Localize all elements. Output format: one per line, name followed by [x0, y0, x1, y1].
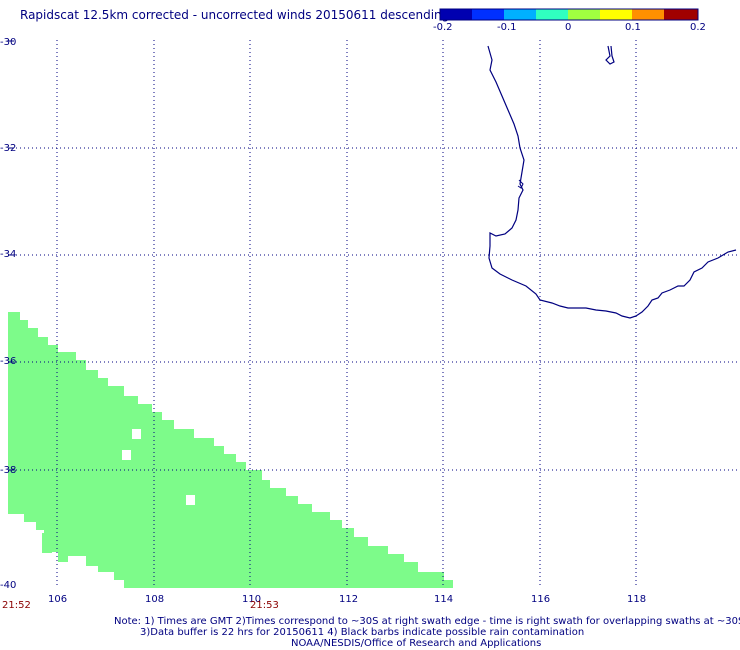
lat-label: -30	[0, 37, 17, 48]
coastline	[487, 45, 737, 319]
colorbar-segment	[536, 9, 568, 20]
lat-label: -38	[0, 465, 17, 476]
colorbar-segment	[600, 9, 632, 20]
time-label: 21:52	[2, 600, 31, 611]
colorbar-segment	[632, 9, 664, 20]
lat-label: -40	[0, 580, 17, 591]
colorbar-segment	[664, 9, 698, 20]
colorbar-tick-label: 0.1	[625, 22, 641, 33]
lat-label: -32	[0, 143, 17, 154]
swath-hole	[122, 450, 131, 460]
lon-label: 112	[339, 594, 359, 605]
swath-hole	[186, 495, 195, 505]
estuary	[517, 179, 524, 189]
lat-label: -34	[0, 249, 17, 260]
swath-hole	[132, 429, 141, 439]
axis-ticks	[8, 40, 14, 471]
map-title: Rapidscat 12.5km corrected - uncorrected…	[20, 8, 450, 22]
swath-coverage	[8, 312, 453, 588]
colorbar-tick-label: 0.2	[690, 22, 706, 33]
note-line-3: NOAA/NESDIS/Office of Research and Appli…	[291, 638, 542, 649]
lon-label: 108	[145, 594, 165, 605]
colorbar-tick-label: 0	[565, 22, 572, 33]
colorbar-segment	[440, 9, 472, 20]
note-line-2: 3)Data buffer is 22 hrs for 20150611 4) …	[140, 627, 585, 638]
colorbar-segment	[568, 9, 600, 20]
time-label: 21:53	[250, 600, 279, 611]
colorbar-frame	[439, 8, 699, 21]
lon-label: 114	[434, 594, 454, 605]
colorbar-segment	[504, 9, 536, 20]
lat-label: -36	[0, 356, 17, 367]
lon-label: 106	[48, 594, 68, 605]
lon-label: 110	[242, 594, 262, 605]
colorbar	[439, 8, 699, 21]
colorbar-tick-label: -0.1	[497, 22, 517, 33]
swath-gap	[8, 514, 124, 588]
graticule	[8, 40, 740, 588]
colorbar-tick-label: -0.2	[433, 22, 453, 33]
note-line-1: Note: 1) Times are GMT 2)Times correspon…	[114, 616, 740, 627]
colorbar-segment	[472, 9, 504, 20]
swath-fragment	[42, 533, 52, 553]
lon-label: 118	[627, 594, 647, 605]
island	[605, 45, 615, 65]
lon-label: 116	[531, 594, 551, 605]
